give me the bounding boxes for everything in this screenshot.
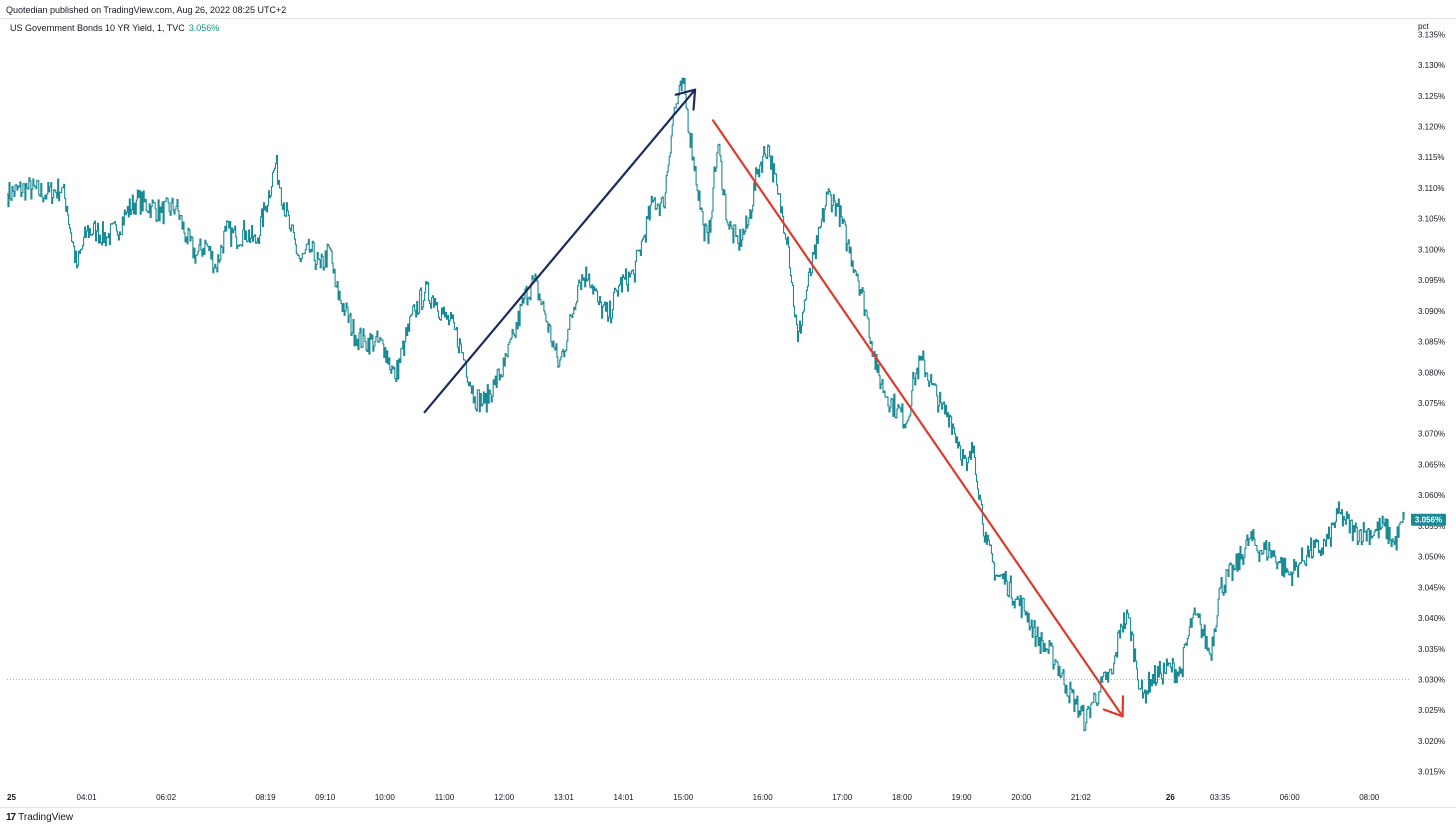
symbol-description: US Government Bonds 10 YR Yield, 1, TVC xyxy=(10,23,185,33)
y-tick-label: 3.105% xyxy=(1418,215,1445,224)
y-tick-label: 3.110% xyxy=(1418,184,1445,193)
x-tick-label: 18:00 xyxy=(892,793,913,802)
y-tick-label: 3.070% xyxy=(1418,430,1445,439)
x-tick-label: 12:00 xyxy=(494,793,515,802)
y-tick-label: 3.125% xyxy=(1418,92,1445,101)
x-tick-label: 06:00 xyxy=(1280,793,1301,802)
y-tick-label: 3.120% xyxy=(1418,123,1445,132)
y-tick-label: 3.085% xyxy=(1418,338,1445,347)
publish-info: Quotedian published on TradingView.com, … xyxy=(6,5,287,15)
tradingview-footer[interactable]: 17 TradingView xyxy=(6,812,73,823)
downtrend-arrow[interactable] xyxy=(711,119,1125,718)
uptrend-arrow-shaft xyxy=(423,88,697,414)
y-tick-label: 3.060% xyxy=(1418,491,1445,500)
uptrend-arrow-head xyxy=(674,88,697,111)
x-tick-label: 11:00 xyxy=(435,793,455,802)
y-tick-label: 3.035% xyxy=(1418,645,1445,654)
downtrend-arrow-head xyxy=(1102,695,1125,718)
y-tick-label: 3.025% xyxy=(1418,706,1445,715)
y-tick-label: 3.080% xyxy=(1418,368,1445,377)
x-tick-label: 04:01 xyxy=(77,793,98,802)
x-tick-label: 15:00 xyxy=(673,793,694,802)
x-tick-label: 21:02 xyxy=(1071,793,1092,802)
y-tick-label: 3.130% xyxy=(1418,61,1445,70)
uptrend-arrow[interactable] xyxy=(423,88,697,414)
y-tick-label: 3.030% xyxy=(1418,675,1445,684)
tradingview-brand: TradingView xyxy=(18,812,74,823)
x-tick-label: 26 xyxy=(1166,793,1175,802)
y-tick-label: 3.020% xyxy=(1418,737,1445,746)
x-tick-label: 16:00 xyxy=(753,793,774,802)
x-tick-label: 13:01 xyxy=(554,793,575,802)
y-axis-unit: pct xyxy=(1418,22,1429,31)
x-tick-label: 19:00 xyxy=(952,793,973,802)
x-tick-label: 25 xyxy=(7,793,16,802)
y-tick-label: 3.040% xyxy=(1418,614,1445,623)
y-tick-label: 3.065% xyxy=(1418,460,1445,469)
y-tick-label: 3.055% xyxy=(1418,522,1445,531)
x-tick-label: 09:10 xyxy=(315,793,336,802)
last-price-label: 3.056% xyxy=(1415,516,1442,525)
y-tick-label: 3.045% xyxy=(1418,583,1445,592)
chart-frame xyxy=(0,18,1456,808)
y-tick-label: 3.135% xyxy=(1418,30,1445,39)
x-tick-label: 10:00 xyxy=(375,793,396,802)
x-tick-label: 14:01 xyxy=(613,793,634,802)
x-tick-label: 08:00 xyxy=(1359,793,1380,802)
y-tick-label: 3.015% xyxy=(1418,768,1445,777)
x-tick-label: 17:00 xyxy=(832,793,853,802)
x-tick-label: 03:35 xyxy=(1210,793,1231,802)
y-tick-label: 3.095% xyxy=(1418,276,1445,285)
y-tick-label: 3.100% xyxy=(1418,245,1445,254)
downtrend-arrow-shaft xyxy=(711,119,1124,718)
symbol-legend[interactable]: US Government Bonds 10 YR Yield, 1, TVC 3… xyxy=(10,23,219,33)
x-tick-label: 08:19 xyxy=(256,793,277,802)
y-tick-label: 3.050% xyxy=(1418,553,1445,562)
x-tick-label: 06:02 xyxy=(156,793,177,802)
last-price-badge xyxy=(1411,513,1446,526)
y-tick-label: 3.090% xyxy=(1418,307,1445,316)
symbol-last-value: 3.056% xyxy=(188,23,220,33)
tradingview-logo-icon: 17 xyxy=(6,812,16,823)
y-tick-label: 3.075% xyxy=(1418,399,1445,408)
yield-line xyxy=(7,77,1405,732)
x-tick-label: 20:00 xyxy=(1011,793,1032,802)
y-tick-label: 3.115% xyxy=(1418,153,1445,162)
